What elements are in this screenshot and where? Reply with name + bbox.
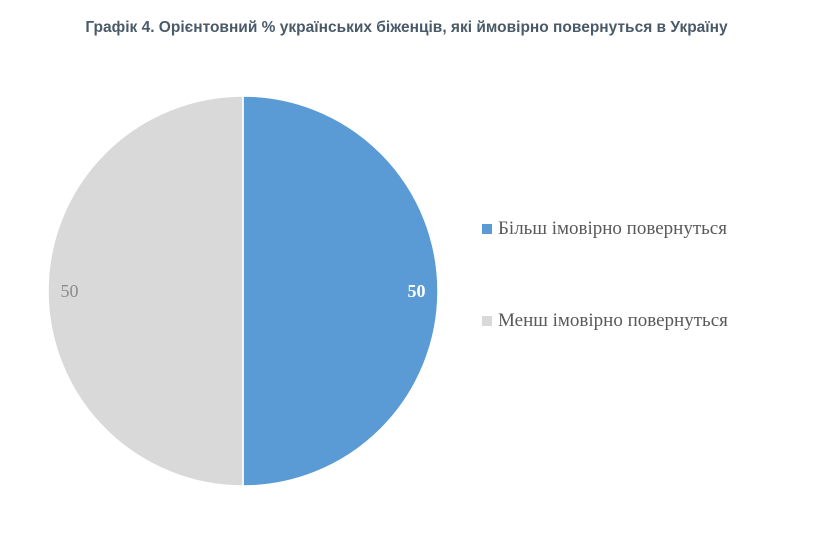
pie-slice-less-likely — [47, 95, 244, 487]
legend-swatch-less-likely — [482, 316, 492, 326]
pie-slice-more-likely — [242, 95, 439, 487]
pie-slices — [47, 95, 439, 487]
legend-swatch-more-likely — [482, 224, 492, 234]
chart-legend: Більш імовірно повернуться Менш імовірно… — [482, 216, 728, 334]
data-label-less-likely: 50 — [60, 281, 78, 301]
legend-item-more-likely: Більш імовірно повернуться — [482, 216, 728, 242]
legend-label-less-likely: Менш імовірно повернуться — [498, 310, 728, 331]
chart-title: Графік 4. Орієнтовний % українських біже… — [85, 19, 728, 36]
legend-item-less-likely: Менш імовірно повернуться — [482, 308, 728, 334]
legend-label-more-likely: Більш імовірно повернуться — [498, 218, 727, 239]
data-label-more-likely: 50 — [408, 281, 426, 301]
pie-data-labels: 50 50 — [60, 281, 425, 301]
